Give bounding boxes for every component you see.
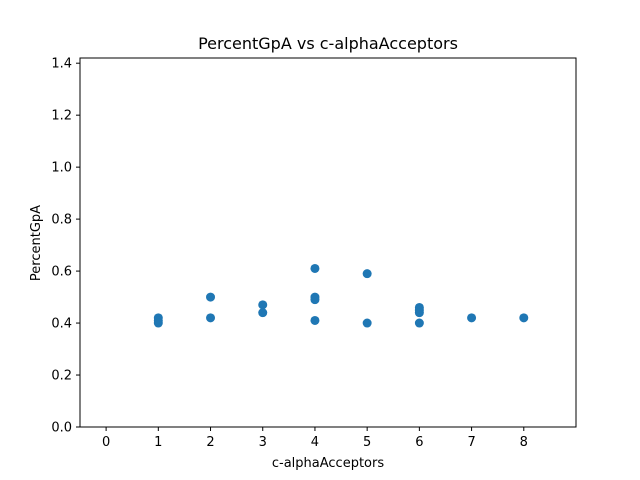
scatter-point bbox=[310, 315, 320, 325]
y-tick-label: 0.0 bbox=[51, 421, 72, 436]
y-tick-label: 0.4 bbox=[51, 317, 72, 332]
x-axis-ticks: 0 1 2 3 4 5 6 7 8 bbox=[102, 427, 528, 450]
y-tick-label: 1.2 bbox=[51, 109, 72, 124]
scatter-point bbox=[362, 318, 372, 328]
scatter-point bbox=[206, 292, 216, 302]
data-points bbox=[153, 263, 529, 328]
scatter-point bbox=[362, 269, 372, 279]
scatter-point bbox=[310, 263, 320, 273]
x-tick-label: 8 bbox=[520, 435, 528, 450]
y-axis-label: PercentGpA bbox=[29, 205, 44, 281]
x-axis-label: c-alphaAcceptors bbox=[272, 456, 384, 471]
scatter-point bbox=[467, 313, 477, 323]
y-tick-label: 1.0 bbox=[51, 161, 72, 176]
x-tick-label: 3 bbox=[259, 435, 267, 450]
y-tick-label: 0.8 bbox=[51, 213, 72, 228]
x-tick-label: 5 bbox=[363, 435, 371, 450]
scatter-point bbox=[519, 313, 529, 323]
scatter-point bbox=[414, 318, 424, 328]
y-axis-ticks: 0.0 0.2 0.4 0.6 0.8 1.0 1.2 1.4 bbox=[51, 57, 80, 436]
x-tick-label: 4 bbox=[311, 435, 319, 450]
plot-frame bbox=[79, 57, 577, 428]
scatter-point bbox=[258, 300, 268, 310]
chart-title: PercentGpA vs c-alphaAcceptors bbox=[198, 34, 458, 53]
x-tick-label: 0 bbox=[102, 435, 110, 450]
y-tick-label: 1.4 bbox=[51, 57, 72, 72]
y-tick-label: 0.6 bbox=[51, 265, 72, 280]
x-tick-label: 6 bbox=[415, 435, 423, 450]
x-tick-label: 1 bbox=[154, 435, 162, 450]
scatter-point bbox=[258, 308, 268, 318]
scatter-point bbox=[310, 295, 320, 305]
scatter-point bbox=[414, 308, 424, 318]
x-tick-label: 2 bbox=[206, 435, 214, 450]
scatter-point bbox=[206, 313, 216, 323]
y-tick-label: 0.2 bbox=[51, 369, 72, 384]
x-tick-label: 7 bbox=[467, 435, 475, 450]
scatter-point bbox=[153, 318, 163, 328]
